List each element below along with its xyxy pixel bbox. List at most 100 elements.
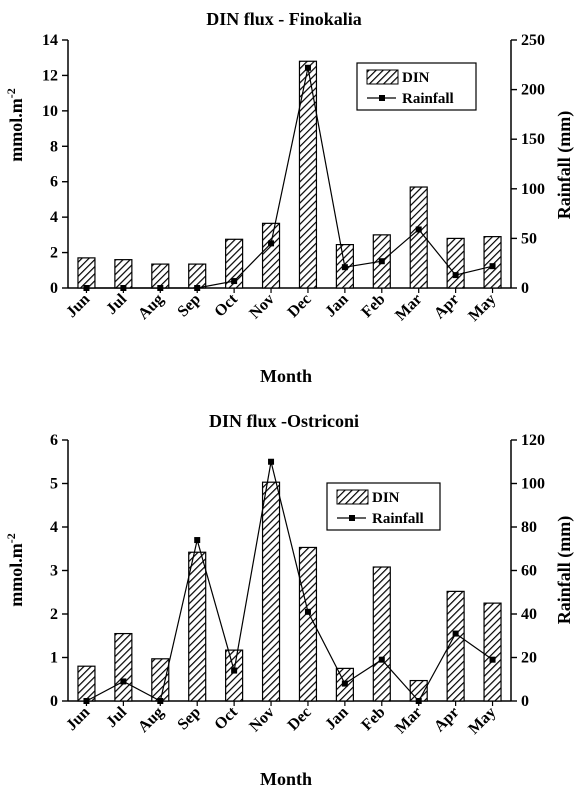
bar-din-apr [446,590,465,702]
y2-axis-label: Rainfall (mm) [554,516,575,624]
y-tick-label: 6 [50,174,58,191]
x-tick-label: Jan [322,291,352,321]
chart-panel-ostriconi: DIN flux -Ostriconi 01234560204060801001… [4,411,575,788]
y2-tick-label: 60 [521,563,537,580]
y-axis-label: mmol.m-2 [4,88,26,161]
y-axis-label-superscript: -2 [4,533,18,543]
rainfall-point-dec [304,64,311,71]
legend: DIN Rainfall [356,62,477,111]
rainfall-line [86,461,493,703]
x-tick-label: Mar [392,704,425,737]
rainfall-point-jul [120,285,127,291]
x-tick-label: Jul [103,703,131,731]
y2-tick-label: 200 [521,82,545,99]
rainfall-point-oct [231,667,238,674]
y2-axis-label: Rainfall (mm) [554,111,575,219]
rainfall-point-jul [120,678,127,685]
bar-din-nov [261,222,281,289]
y2-tick-label: 0 [521,693,529,710]
x-tick-label: Aug [135,704,167,736]
y-tick-label: 5 [50,476,58,493]
legend-din-label: DIN [372,490,400,506]
x-tick-label: Oct [211,703,241,733]
rainfall-point-aug [157,698,164,704]
y-tick-label: 2 [50,606,58,623]
x-tick-label: Mar [392,291,425,324]
y-tick-label: 6 [50,432,58,449]
rainfall-point-nov [268,458,275,465]
rainfall-point-oct [231,278,238,285]
x-tick-label: Jul [103,290,131,318]
legend-din-swatch [336,489,369,505]
x-tick-label: May [465,291,499,325]
x-tick-label: Jun [63,704,93,734]
x-axis-label: Month [260,366,312,386]
y-tick-label: 3 [50,563,58,580]
bar-din-jun [77,665,96,702]
rainfall-point-apr [452,272,459,279]
bar-din-sep [188,263,207,289]
rainfall-point-dec [304,608,311,615]
x-tick-label: Dec [285,704,315,734]
x-tick-label: Jun [63,291,93,321]
legend: DIN Rainfall [326,482,441,531]
rainfall-point-apr [452,630,459,637]
chart-panel-finokalia: DIN flux - Finokalia 0 2 4 6 8 10 12 14 0 50 100 15… [4,9,575,386]
bar-din-apr [446,237,465,289]
x-tick-label: Feb [358,704,388,734]
x-axis-label: Month [260,769,312,788]
y-tick-label: 10 [42,103,58,120]
chart-title: DIN flux -Ostriconi [209,411,359,431]
rainfall-point-may [489,656,496,663]
y-tick-label: 2 [50,245,58,262]
x-tick-label: Sep [174,291,204,321]
rainfall-point-feb [378,656,385,663]
rainfall-point-nov [268,240,275,247]
legend-rainfall-marker [379,95,385,101]
x-tick-label: Nov [246,291,278,323]
y-tick-label: 14 [42,32,58,49]
rainfall-point-mar [415,226,422,233]
y2-tick-label: 100 [521,476,545,493]
bar-din-sep [188,551,207,702]
bar-din-aug [151,263,170,289]
y2-tick-label: 0 [521,280,529,297]
x-tick-label: Jan [322,704,352,734]
chart-title: DIN flux - Finokalia [206,9,362,29]
legend-rainfall-label: Rainfall [372,511,424,527]
legend-rainfall-marker [349,515,355,521]
rainfall-point-jun [83,698,90,704]
bar-din-jun [77,257,96,289]
y2-tick-label: 20 [521,650,537,667]
y2-tick-label: 80 [521,519,537,536]
x-tick-label: Nov [246,704,278,736]
y-tick-label: 0 [50,693,58,710]
y2-tick-label: 40 [521,606,537,623]
x-tick-label: Apr [431,704,463,736]
x-tick-label: Oct [211,290,241,320]
rainfall-point-aug [157,285,164,291]
y-tick-label: 1 [50,650,58,667]
bar-din-jul [114,632,133,702]
rainfall-point-may [489,263,496,270]
bar-din-jul [114,259,133,289]
bar-din-may [483,602,502,702]
x-tick-label: Feb [358,291,388,321]
bar-din-oct [225,649,244,702]
x-tick-label: Sep [174,704,204,734]
y-axis-label: mmol.m-2 [4,533,26,606]
y2-tick-label: 250 [521,32,545,49]
y-tick-label: 4 [50,209,58,226]
rainfall-point-mar [415,698,422,704]
rainfall-line [86,67,493,289]
y-axis-label-superscript: -2 [4,88,18,98]
y-tick-label: 4 [50,519,58,536]
legend-din-label: DIN [402,70,430,86]
legend-rainfall-label: Rainfall [402,91,454,107]
rainfall-point-sep [194,285,201,291]
rainfall-point-jun [83,285,90,291]
x-tick-label: Apr [431,291,463,323]
x-tick-label: Dec [285,291,315,321]
